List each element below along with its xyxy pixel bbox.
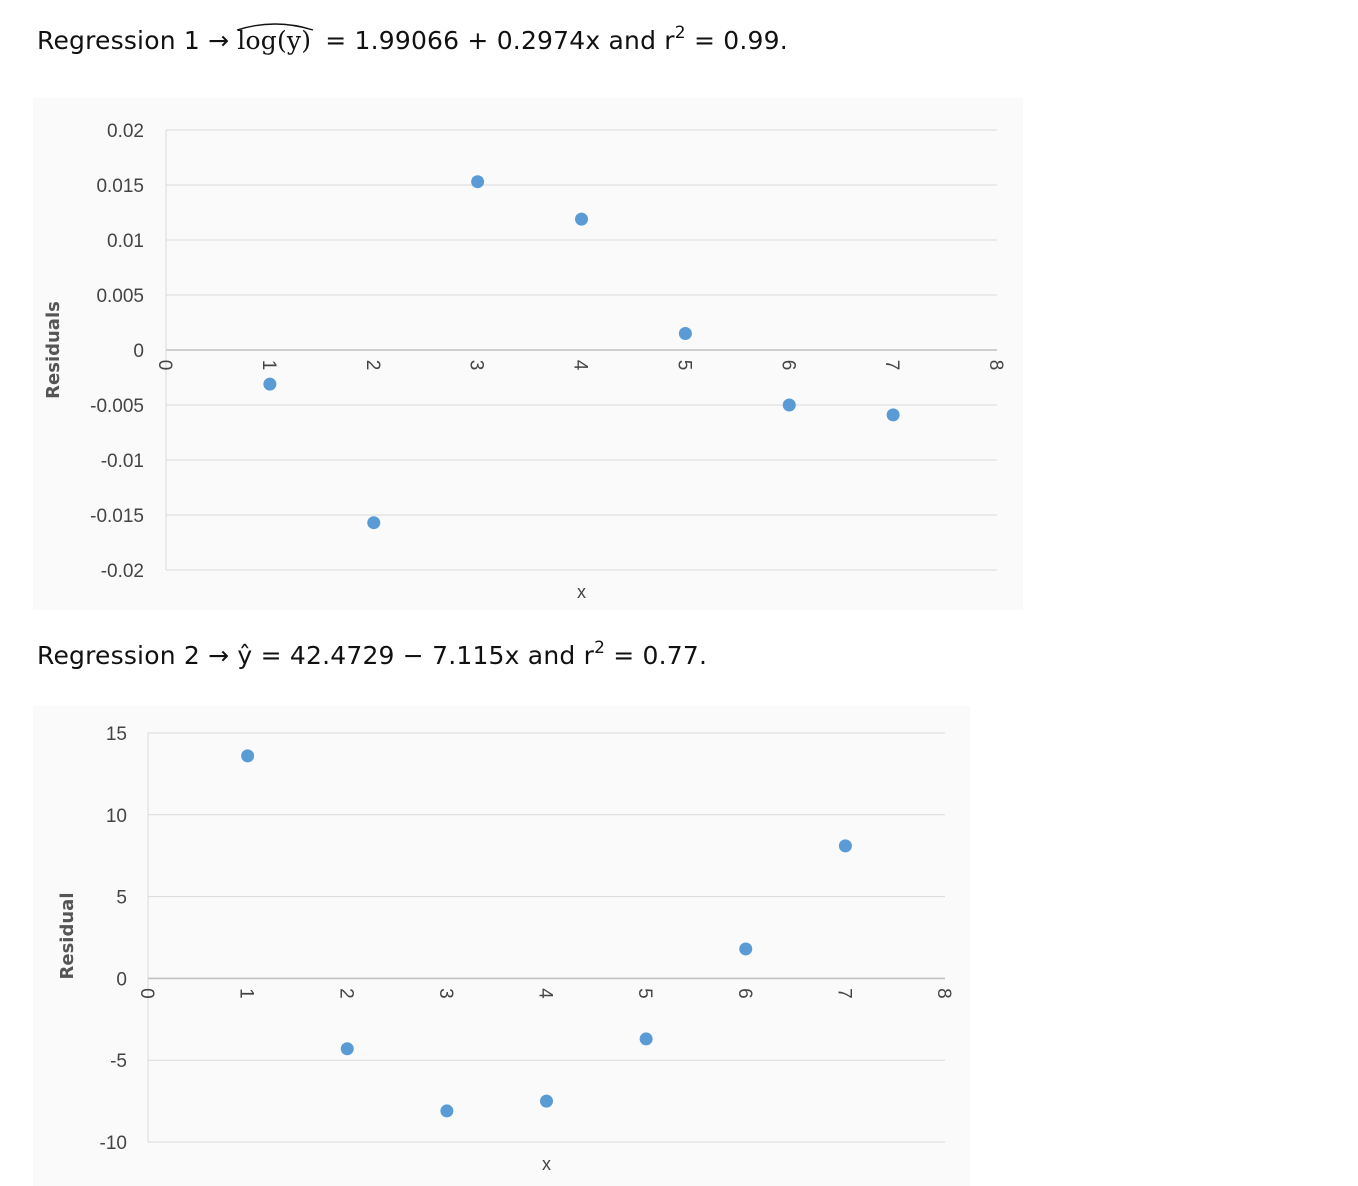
chart-2-x-tick-label: 6	[734, 988, 755, 999]
regression-2-exponent: 2	[594, 638, 606, 658]
chart-2-y-tick-label: -10	[100, 1133, 127, 1154]
chart-2-x-tick-label: 1	[236, 988, 257, 999]
regression-1-rhs: = 1.99066 + 0.2974x and r	[325, 26, 675, 55]
chart-1-y-tick-label: 0.02	[107, 121, 144, 142]
chart-2-x-tick-label: 7	[833, 988, 854, 999]
chart-1-y-tick-label: 0.01	[107, 231, 144, 252]
chart-1-y-axis-label: Residuals	[43, 301, 64, 399]
chart-1-data-point	[471, 175, 485, 189]
chart-1-data-point	[263, 377, 277, 391]
chart-2-data-point	[540, 1094, 553, 1108]
chart-1-y-tick-label: 0	[133, 341, 144, 362]
chart-1-y-tick-label: 0.015	[96, 176, 144, 197]
chart-2-x-tick-label: 4	[535, 988, 556, 999]
regression-2-equation: Regression 2 → ŷ = 42.4729 − 7.115x and …	[37, 638, 708, 670]
regression-1-tail: = 0.99.	[685, 26, 788, 55]
chart-2-y-axis-label: Residual	[57, 893, 78, 980]
chart-1-y-tick-label: -0.005	[90, 396, 144, 417]
chart-2-x-axis-label: x	[542, 1154, 551, 1174]
chart-2-x-tick-label: 2	[335, 988, 356, 999]
chart-1-x-axis-label: x	[577, 582, 586, 602]
chart-1-y-tick-label: -0.01	[101, 451, 144, 472]
chart-1-data-point	[678, 327, 692, 340]
regression-2-tail: = 0.77.	[605, 641, 708, 670]
chart-2-x-tick-label: 8	[933, 988, 954, 999]
residual-chart-2-svg: 15 10 5 0 -5 -10 0 1 2 3 4 5 6 7 8 x Residual	[57, 724, 954, 1174]
chart-1-y-tick-label: 0.005	[96, 286, 144, 307]
chart-1-y-tick-label: -0.02	[101, 561, 144, 582]
chart-2-y-tick-label: 5	[116, 888, 127, 909]
residual-chart-1-svg: 0.02 0.015 0.01 0.005 0 -0.005 -0.01 -0.015 -0.0…	[43, 121, 1006, 602]
log-y-hat: log(y)	[237, 23, 314, 55]
chart-2-data-point	[639, 1032, 653, 1046]
residual-plot-2: 15 10 5 0 -5 -10 0 1 2 3 4 5 6 7 8 x Residual	[33, 706, 970, 1186]
regression-1-exponent: 2	[674, 23, 686, 43]
chart-2-data-point	[440, 1104, 454, 1118]
chart-1-y-tick-label: -0.015	[90, 506, 144, 527]
chart-2-y-tick-label: 15	[106, 724, 127, 745]
chart-1-x-tick-label: 8	[985, 360, 1006, 371]
chart-2-data-point	[340, 1042, 354, 1056]
regression-1-equation: Regression 1 → log(y) = 1.99066 + 0.2974x …	[37, 23, 788, 55]
regression-2-prefix: Regression 2 → ŷ = 42.4729 − 7.115x and …	[37, 641, 595, 670]
chart-1-x-tick-label: 7	[881, 360, 902, 371]
chart-1-data-point	[886, 408, 900, 422]
chart-1-data-point	[782, 398, 796, 412]
chart-2-x-tick-label: 5	[634, 988, 655, 999]
chart-1-data-point	[575, 212, 588, 226]
chart-1-x-tick-label: 6	[777, 360, 798, 371]
chart-2-data-point	[838, 839, 852, 853]
chart-2-y-tick-label: 10	[106, 806, 127, 827]
regression-1-prefix: Regression 1 →	[37, 26, 230, 55]
chart-2-y-tick-label: -5	[110, 1051, 127, 1072]
hat-accent-icon	[237, 23, 314, 31]
regression-1-lhs: log(y)	[237, 26, 312, 55]
chart-1-x-tick-label: 4	[570, 360, 591, 371]
chart-1-x-tick-label: 5	[673, 360, 694, 371]
chart-1-x-tick-label: 1	[258, 360, 279, 371]
chart-1-data-point	[367, 516, 381, 530]
chart-2-x-tick-label: 0	[136, 988, 157, 999]
chart-1-x-tick-label: 3	[466, 360, 487, 371]
chart-2-data-point	[739, 942, 753, 956]
residual-plot-1: 0.02 0.015 0.01 0.005 0 -0.005 -0.01 -0.015 -0.0…	[33, 98, 1023, 610]
chart-1-x-tick-label: 0	[154, 360, 175, 371]
chart-2-x-tick-label: 3	[435, 988, 456, 999]
chart-2-data-point	[241, 749, 255, 763]
chart-2-y-tick-label: 0	[116, 969, 127, 990]
chart-1-x-tick-label: 2	[362, 360, 383, 371]
